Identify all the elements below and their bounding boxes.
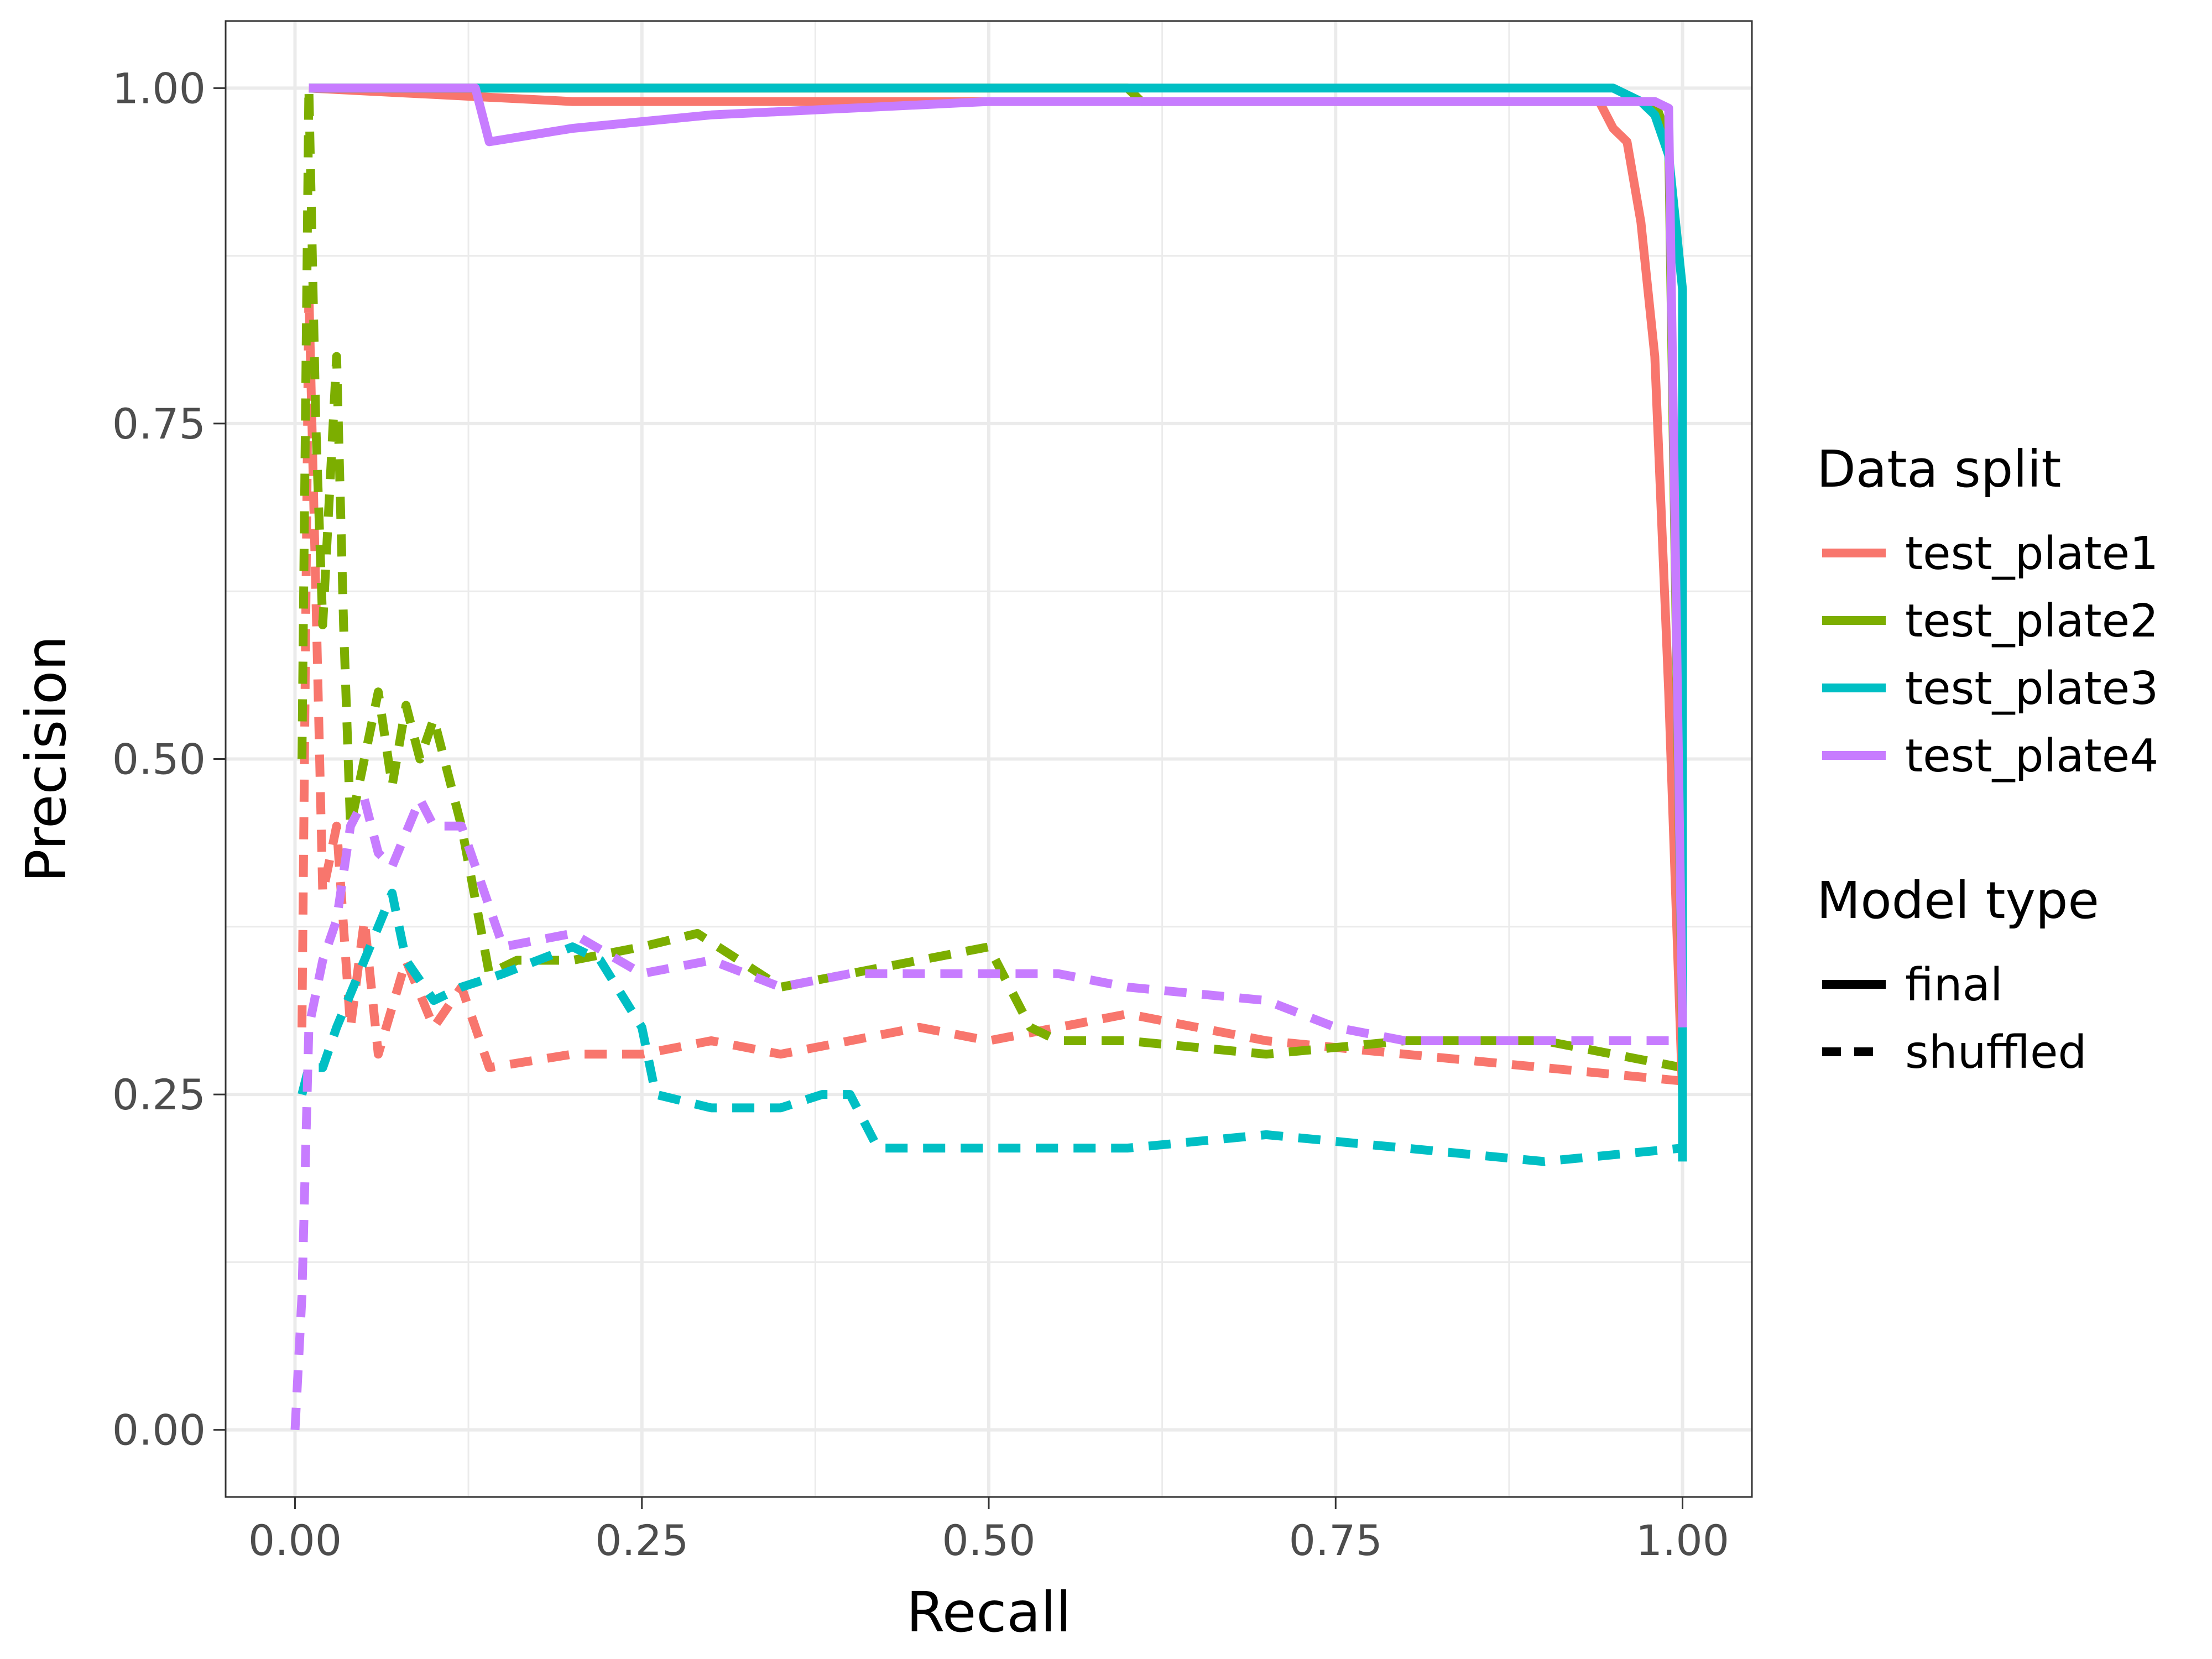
legend-title-data-split: Data split [1817,440,2061,499]
legend-title-model-type: Model type [1817,871,2099,930]
y-tick-label: 1.00 [112,64,206,113]
series-line-test_plate1-final [309,84,1687,1095]
x-tick-label: 0.75 [1289,1516,1383,1565]
series-line-test_plate2-shuffled [298,84,1684,1072]
y-tick-label: 0.25 [112,1070,206,1119]
legend-label-shuffled: shuffled [1905,1026,2086,1079]
x-tick-label: 0.00 [248,1516,342,1565]
legend-label-test_plate2: test_plate2 [1905,595,2158,648]
legend: Data split Model type test_plate1test_pl… [1817,440,2158,1079]
y-axis-ticks: 0.00 0.25 0.50 0.75 1.00 [112,64,226,1455]
series-line-test_plate1-shuffled [298,285,1683,1086]
x-tick-label: 0.50 [942,1516,1035,1565]
legend-label-final: final [1905,959,2003,1011]
x-tick-label: 1.00 [1636,1516,1729,1565]
legend-label-test_plate1: test_plate1 [1905,528,2158,580]
grid-lines [226,21,1752,1497]
series-line-test_plate4-shuffled [290,795,1683,1431]
legend-label-test_plate3: test_plate3 [1905,662,2158,715]
series-lines [290,84,1687,1431]
y-tick-label: 0.75 [112,399,206,448]
x-axis-ticks: 0.00 0.25 0.50 0.75 1.00 [248,1497,1729,1565]
series-line-test_plate3-shuffled [298,889,1683,1166]
x-axis-title: Recall [906,1580,1071,1645]
x-tick-label: 0.25 [595,1516,688,1565]
legend-items: test_plate1 test_plate2 test_plate3 test_pl… [1822,528,2158,1079]
legend-label-test_plate4: test_plate4 [1905,730,2158,782]
y-tick-label: 0.00 [112,1406,206,1455]
series-line-test_plate4-final [309,84,1687,1027]
y-axis-title: Precision [14,635,79,882]
y-tick-label: 0.50 [112,735,206,784]
